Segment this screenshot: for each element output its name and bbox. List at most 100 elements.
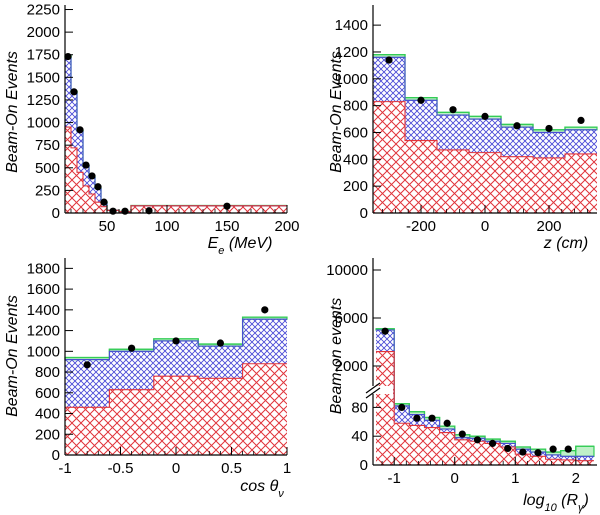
y-tick-label: 800 <box>35 364 60 381</box>
panel-cos-theta-marks: -1 -0.5 0 0.5 1 0 200 400 600 800 1000 1200 1400 1600… <box>27 258 291 477</box>
y-tick-label: 10000 <box>326 262 368 279</box>
axis-break-mark <box>365 387 381 399</box>
axis-break-gap <box>367 386 393 394</box>
red-hatch-bin <box>501 156 533 213</box>
blue-hatch-bin <box>545 454 561 460</box>
y-tick-label: 0 <box>360 205 368 222</box>
data-point <box>216 339 224 347</box>
green-band-bin <box>545 452 561 455</box>
data-point <box>513 122 521 130</box>
red-hatch-bin <box>409 425 425 465</box>
x-tick-label: 0 <box>481 218 489 235</box>
green-band-bin <box>515 447 531 450</box>
green-band-bin <box>565 127 597 130</box>
panel-log-r-xlabel: log10 (Rγ) <box>523 492 589 514</box>
red-step-line <box>373 101 597 159</box>
green-band-bin <box>65 357 110 360</box>
blue-hatch-bin <box>77 131 83 173</box>
data-point <box>128 344 136 352</box>
panel-energy-xlabel: Ee (MeV) <box>208 235 273 257</box>
blue-hatch-bin <box>533 132 565 158</box>
red-hatch-bin <box>424 427 440 465</box>
y-tick-label: 1500 <box>27 69 60 86</box>
y-tick-label: 40 <box>351 428 368 445</box>
x-tick-label: 100 <box>154 218 179 235</box>
x-tick-label: 0 <box>451 470 459 487</box>
y-tick-label: 250 <box>35 182 60 199</box>
green-band-bin <box>373 54 405 58</box>
red-hatch-bin <box>560 459 576 465</box>
data-point <box>83 361 91 369</box>
data-point <box>534 449 542 457</box>
data-point <box>473 436 482 444</box>
data-point <box>564 445 572 453</box>
blue-hatch-bin <box>373 57 405 102</box>
panel-log-r: Beam-on events log10 (Rγ) -1 0 1 2 0 40 80 2000… <box>326 258 597 514</box>
panel-z: Beam-On Events z (cm) -200 0 200 0 200 400 600… <box>328 5 598 252</box>
y-tick-label: 1200 <box>27 323 60 340</box>
data-point <box>100 198 108 206</box>
panel-log-r-ylabel: Beam-on events <box>328 298 345 415</box>
blue-hatch-bin <box>394 405 410 424</box>
data-point <box>82 161 90 169</box>
blue-hatch-bin <box>560 456 576 460</box>
y-tick-label: 400 <box>35 406 60 423</box>
red-hatch-bin <box>405 140 437 213</box>
data-point <box>458 430 466 438</box>
y-tick-label: 2250 <box>27 2 60 19</box>
axis-break-mark <box>365 382 381 394</box>
red-hatch-bin <box>533 157 565 213</box>
y-tick-label: 1000 <box>27 115 60 132</box>
panel-z-xlabel: z (cm) <box>543 235 588 252</box>
green-band-bin <box>409 411 425 415</box>
x-tick-label: -0.5 <box>108 460 134 477</box>
red-hatch-bin <box>545 459 561 465</box>
y-tick-label: 600 <box>35 385 60 402</box>
y-tick-label: 1400 <box>27 302 60 319</box>
y-tick-label: 1250 <box>27 92 60 109</box>
panel-energy-ylabel: Beam-On Events <box>4 51 21 173</box>
blue-hatch-bin <box>565 129 597 154</box>
blue-hatch-bin <box>405 100 437 141</box>
red-hatch-bin <box>198 378 243 455</box>
green-band-bin <box>242 317 287 320</box>
data-point <box>413 414 421 422</box>
data-point <box>76 126 84 134</box>
y-tick-label: 200 <box>343 178 368 195</box>
blue-hatch-bin <box>83 165 89 186</box>
red-hatch-bin <box>437 149 469 213</box>
data-point <box>88 172 96 180</box>
y-tick-label: 0 <box>52 447 60 464</box>
blue-hatch-bin <box>95 188 101 203</box>
red-hatch-bin <box>454 439 470 465</box>
red-hatch-bin <box>500 447 516 465</box>
blue-hatch-bin <box>437 115 469 150</box>
red-hatch-bin <box>439 432 455 465</box>
blue-hatch-bin <box>575 456 594 461</box>
blue-hatch-bin <box>469 119 501 153</box>
x-tick-label: 0 <box>172 460 180 477</box>
data-point <box>172 337 180 345</box>
y-tick-label: 80 <box>351 399 368 416</box>
data-point <box>577 116 585 125</box>
data-point <box>417 96 425 104</box>
blue-hatch-bin <box>65 57 71 128</box>
x-tick-label: 1 <box>283 460 291 477</box>
data-point <box>398 403 406 411</box>
y-tick-label: 6000 <box>335 310 368 327</box>
red-hatch-bin <box>89 194 95 213</box>
green-band-bin <box>439 426 455 429</box>
red-hatch-bin <box>95 202 101 213</box>
panel-energy-marks: 50 100 150 20002505007501000125015001750200… <box>27 2 300 235</box>
panel-log-r-marks: -1 0 1 2 0 40 80 2000 6000 10000 <box>326 258 597 487</box>
x-tick-label: 0.5 <box>221 460 242 477</box>
data-point <box>481 112 489 120</box>
blue-hatch-bin <box>153 340 199 377</box>
panel-energy: Beam-On Events Ee (MeV) 50 100 150 20002505… <box>4 2 300 257</box>
blue-hatch-bin <box>501 127 533 157</box>
blue-hatch-bin <box>109 351 154 390</box>
y-tick-label: 1800 <box>27 260 60 277</box>
data-point <box>545 124 553 133</box>
data-point <box>121 207 129 215</box>
